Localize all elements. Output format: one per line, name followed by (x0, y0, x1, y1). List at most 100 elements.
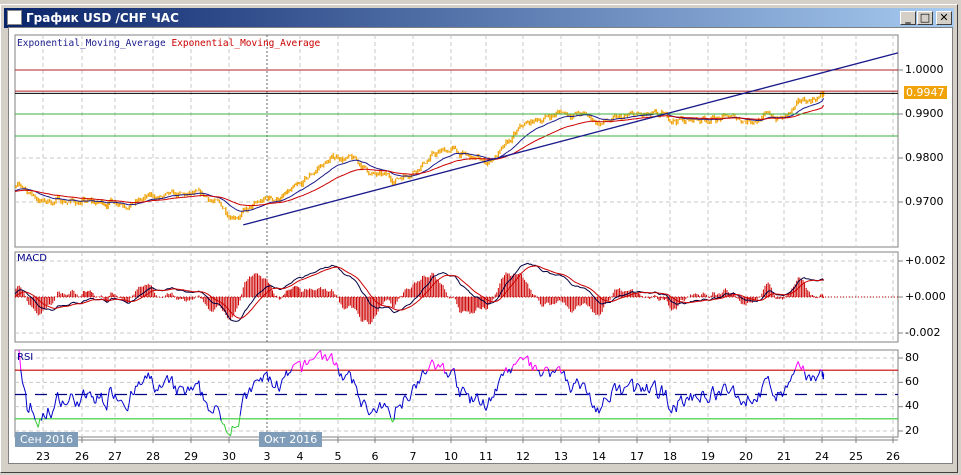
rsi-segment (204, 400, 208, 404)
rsi-segment (448, 371, 452, 376)
rsi-segment (551, 370, 554, 373)
rsi-segment (524, 356, 527, 359)
rsi-segment (516, 359, 519, 363)
rsi-segment (437, 363, 441, 368)
rsi-segment (476, 393, 480, 401)
rsi-segment (761, 382, 764, 389)
rsi-segment (368, 413, 371, 416)
rsi-segment (217, 406, 220, 412)
rsi-segment (312, 357, 315, 360)
rsi-segment (788, 380, 791, 383)
rsi-segment (453, 368, 456, 377)
rsi-segment (177, 385, 181, 389)
date-tick-label: 10 (444, 450, 458, 463)
rsi-segment (174, 385, 178, 395)
rsi-segment (454, 376, 458, 388)
rsi-segment (793, 369, 796, 375)
rsi-segment (636, 382, 639, 385)
date-tick-label: 7 (409, 450, 417, 463)
rsi-segment (777, 391, 780, 394)
rsi-segment (668, 408, 671, 411)
rsi-segment (634, 383, 638, 390)
price-tick: 0.9900 (905, 107, 944, 120)
rsi-segment (244, 392, 247, 399)
rsi-segment (384, 402, 387, 407)
rsi-segment (179, 385, 182, 388)
rsi-segment (658, 390, 661, 399)
rsi-segment (393, 407, 397, 420)
rsi-segment (297, 361, 299, 363)
price-plot (15, 91, 825, 221)
rsi-segment (63, 403, 67, 406)
rsi-segment (704, 397, 707, 400)
rsi-segment (20, 369, 23, 383)
rsi-segment (472, 400, 475, 403)
rsi-segment (79, 395, 83, 402)
rsi-segment (100, 392, 104, 402)
rsi-segment (513, 363, 516, 366)
rsi-segment (767, 376, 771, 385)
rsi-segment (365, 403, 368, 411)
macd-tick: -0.002 (905, 326, 941, 339)
rsi-segment (490, 396, 493, 402)
rsi-segment (127, 402, 130, 412)
rsi-segment (31, 410, 34, 414)
rsi-segment (543, 367, 546, 372)
title-bar[interactable]: График USD /CHF ЧАС _ □ ✕ (4, 8, 954, 28)
rsi-segment (688, 393, 692, 401)
maximize-button[interactable]: □ (917, 11, 933, 25)
rsi-segment (420, 369, 423, 377)
rsi-segment (545, 366, 547, 368)
rsi-segment (304, 359, 307, 366)
rsi-segment (278, 385, 282, 392)
rsi-segment (431, 359, 435, 363)
rsi-segment (33, 413, 36, 420)
rsi-segment (295, 361, 298, 364)
rsi-segment (439, 364, 442, 368)
rsi-segment (373, 408, 376, 411)
macd-title: MACD (17, 253, 47, 264)
minimize-button[interactable]: _ (900, 11, 916, 25)
panel-border (14, 34, 899, 248)
rsi-segment (574, 378, 578, 384)
rsi-segment (171, 376, 175, 389)
panel-border (14, 349, 899, 438)
rsi-segment (683, 398, 687, 407)
rsi-segment (566, 379, 570, 386)
rsi-segment (715, 393, 718, 401)
rsi-segment (382, 402, 385, 408)
rsi-segment (769, 383, 772, 391)
date-tick-label: 28 (146, 450, 160, 463)
rsi-segment (340, 373, 344, 381)
rsi-segment (642, 387, 645, 392)
rsi-segment (114, 394, 118, 400)
date-tick-label: 6 (371, 450, 379, 463)
rsi-segment (201, 391, 205, 401)
rsi-segment (280, 379, 283, 386)
rsi-segment (532, 365, 535, 371)
chart-window-icon (7, 10, 22, 25)
rsi-segment (794, 364, 798, 370)
rsi-segment (163, 378, 167, 383)
rsi-segment (601, 397, 605, 407)
rsi-segment (299, 361, 303, 373)
rsi-segment (549, 372, 552, 378)
rsi-segment (728, 390, 731, 394)
rsi-segment (42, 412, 46, 418)
rsi-segment (95, 395, 98, 404)
date-tick-label: 13 (554, 450, 568, 463)
rsi-segment (584, 383, 587, 392)
rsi-segment (294, 362, 297, 365)
rsi-segment (665, 390, 668, 402)
rsi-segment (255, 379, 258, 381)
rsi-segment (310, 359, 313, 361)
date-tick-label: 5 (334, 450, 342, 463)
rsi-segment (376, 407, 379, 414)
rsi-segment (812, 375, 815, 377)
chart-area[interactable] (8, 27, 953, 464)
rsi-segment (193, 383, 197, 387)
ema-fast-line (15, 98, 825, 212)
date-tick-label: 4 (296, 450, 304, 463)
rsi-segment (577, 382, 581, 389)
close-button[interactable]: ✕ (936, 11, 952, 25)
